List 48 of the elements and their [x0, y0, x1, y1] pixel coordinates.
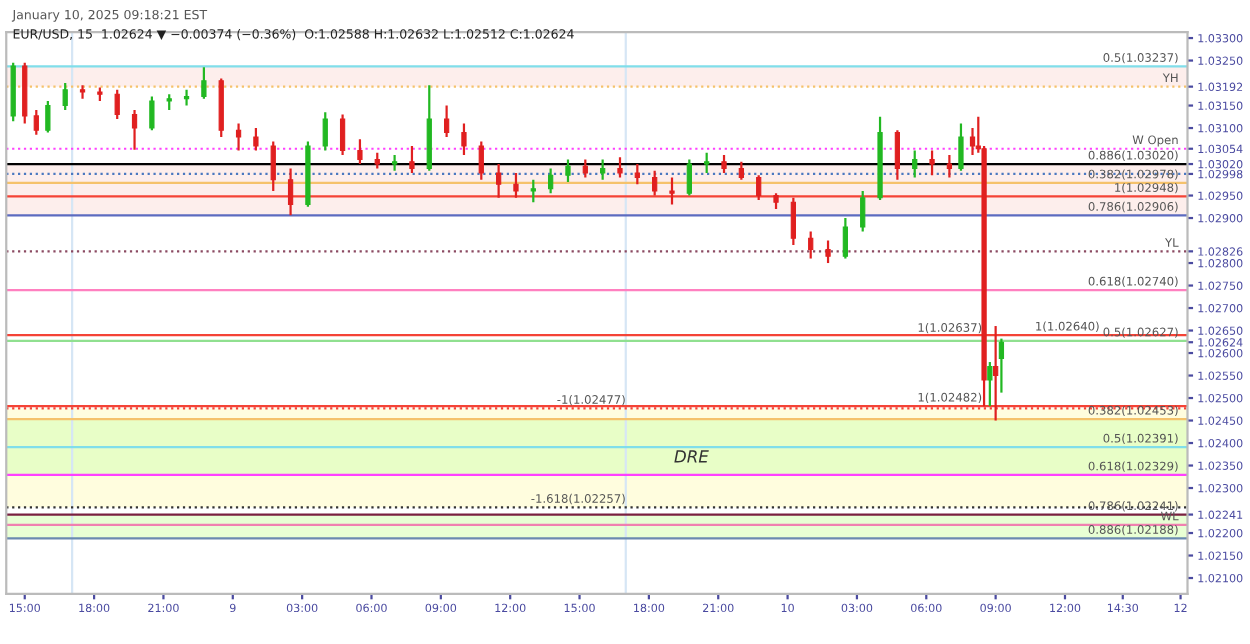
- candlestick: [669, 176, 675, 206]
- candlestick: [33, 108, 39, 136]
- candlestick: [652, 169, 658, 197]
- candlestick: [443, 104, 450, 139]
- candlestick: [461, 122, 467, 157]
- candlestick: [183, 88, 190, 107]
- candlestick: [946, 153, 953, 179]
- candlestick: [958, 122, 964, 172]
- candlestick: [495, 162, 502, 199]
- candlestick: [825, 239, 831, 265]
- candlestick: [478, 140, 484, 181]
- candlestick: [409, 144, 415, 175]
- candlestick: [131, 108, 138, 151]
- candlestick: [339, 113, 346, 157]
- candlestick: [235, 122, 242, 152]
- candlestick: [253, 126, 259, 152]
- band-label: DRE: [674, 450, 709, 463]
- candlestick: [790, 196, 797, 247]
- candlestick: [548, 167, 554, 195]
- candlestick: [530, 178, 536, 204]
- candlestick: [79, 84, 86, 100]
- candlestick: [391, 153, 398, 172]
- candlestick: [600, 158, 606, 181]
- candlestick: [634, 162, 640, 186]
- candlestick: [998, 337, 1005, 394]
- candlestick: [513, 171, 519, 199]
- candlestick: [114, 88, 120, 121]
- candlestick: [929, 149, 935, 177]
- candlestick: [808, 230, 814, 260]
- candlestick: [201, 66, 207, 100]
- candlestick: [860, 189, 866, 233]
- candlestick: [992, 324, 999, 422]
- candlestick: [894, 129, 901, 181]
- candlestick: [149, 95, 155, 132]
- candlestick: [287, 167, 294, 217]
- candlestick: [270, 140, 276, 193]
- candlestick: [45, 99, 51, 134]
- candlestick: [756, 174, 762, 202]
- candlestick: [357, 138, 363, 166]
- candlestick: [565, 158, 571, 184]
- candlestick: [617, 156, 623, 179]
- candlestick: [842, 216, 849, 260]
- candlestick: [704, 151, 710, 175]
- candlestick: [912, 149, 918, 179]
- candlestick: [686, 158, 692, 197]
- candlestick: [62, 81, 68, 112]
- candlestick: [987, 360, 993, 408]
- candlestick: [322, 111, 328, 152]
